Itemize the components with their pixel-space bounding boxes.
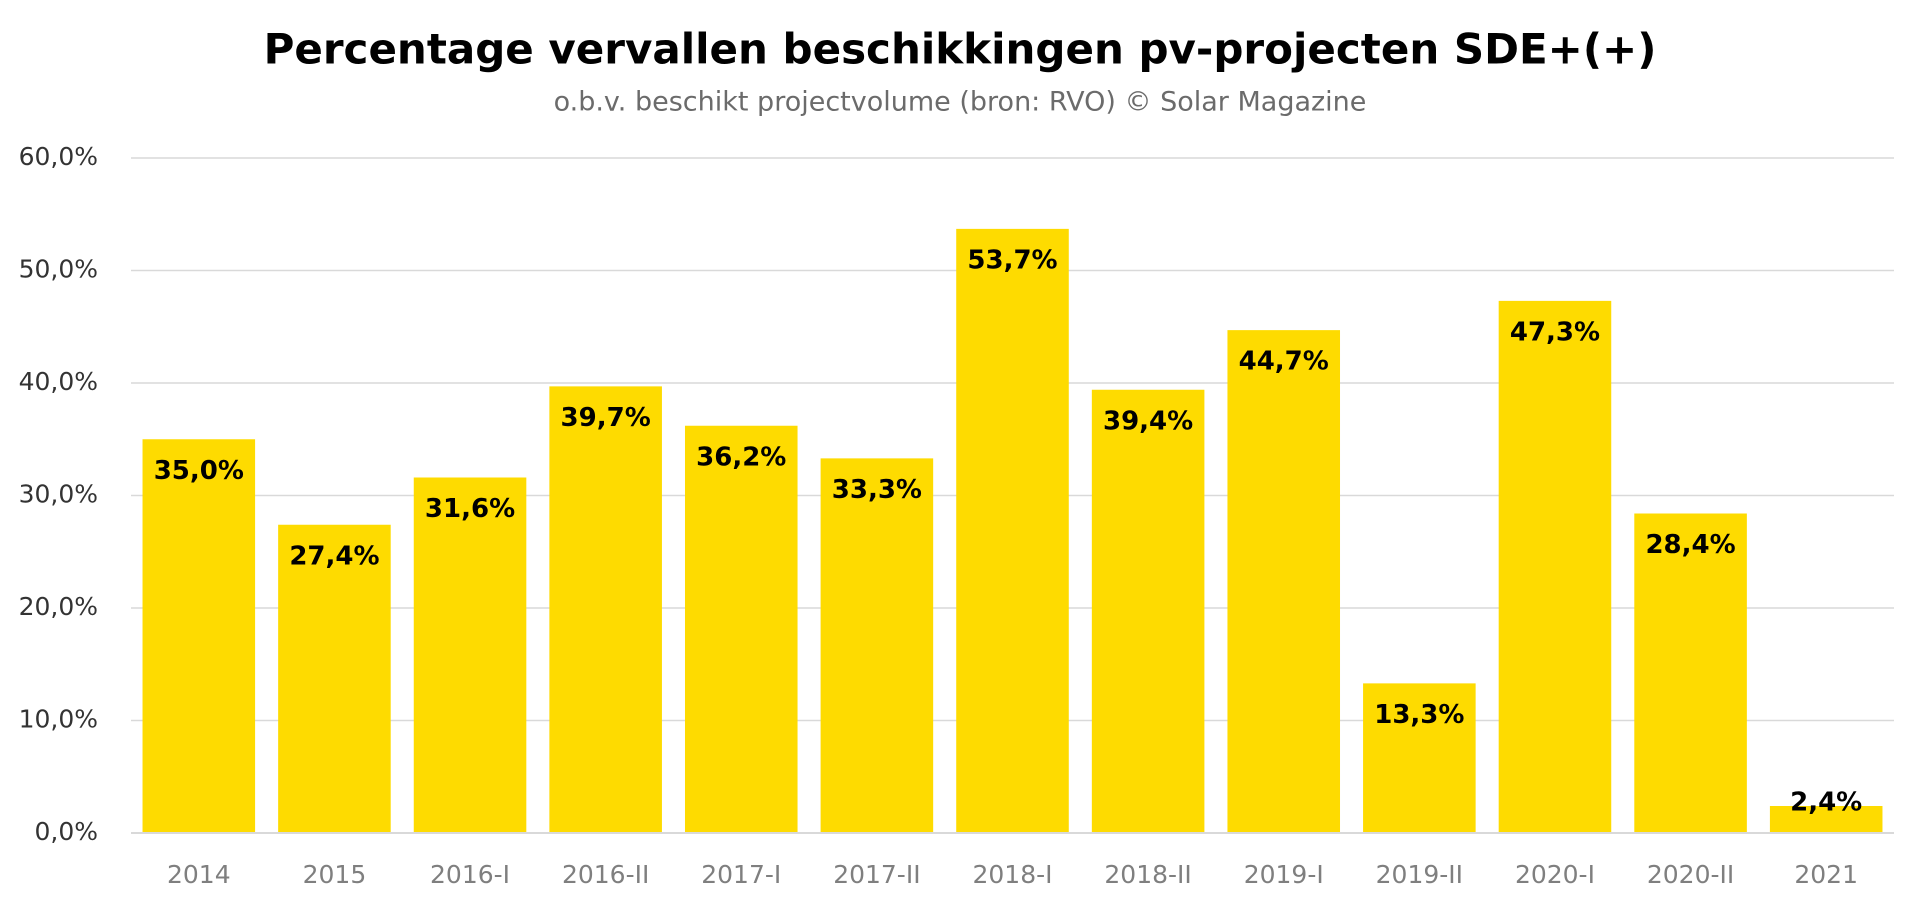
- x-tick-label: 2015: [303, 860, 367, 889]
- x-tick-label: 2019-I: [1244, 860, 1324, 889]
- x-tick-label: 2016-I: [430, 860, 510, 889]
- x-tick-label: 2018-II: [1104, 860, 1191, 889]
- x-tick-label: 2021: [1794, 860, 1858, 889]
- bar: [1634, 513, 1747, 833]
- x-tick-label: 2016-II: [562, 860, 649, 889]
- value-label: 39,7%: [561, 403, 651, 433]
- bar: [142, 439, 256, 833]
- x-tick-label: 2017-I: [701, 860, 781, 889]
- y-tick-label: 40,0%: [19, 367, 98, 396]
- x-tick-label: 2014: [167, 860, 231, 889]
- bar: [1227, 330, 1341, 833]
- x-tick-label: 2020-I: [1515, 860, 1595, 889]
- bar: [1091, 389, 1205, 833]
- value-label: 31,6%: [425, 494, 515, 524]
- bar: [413, 477, 527, 833]
- value-label: 2,4%: [1790, 788, 1862, 818]
- bar: [278, 524, 391, 833]
- x-tick-label: 2019-II: [1376, 860, 1463, 889]
- value-label: 33,3%: [832, 475, 922, 505]
- x-tick-label: 2017-II: [833, 860, 920, 889]
- value-label: 36,2%: [696, 442, 786, 472]
- value-label: 27,4%: [289, 541, 379, 571]
- value-label: 35,0%: [154, 456, 244, 486]
- bar: [1363, 683, 1476, 833]
- y-tick-label: 30,0%: [19, 480, 98, 509]
- y-tick-label: 20,0%: [19, 592, 98, 621]
- value-label: 28,4%: [1645, 530, 1735, 560]
- bar: [1769, 806, 1883, 833]
- value-label: 13,3%: [1374, 700, 1464, 730]
- value-label: 39,4%: [1103, 406, 1193, 436]
- bar: [549, 386, 662, 833]
- x-tick-label: 2020-II: [1647, 860, 1734, 889]
- value-label: 53,7%: [967, 245, 1057, 275]
- y-tick-label: 50,0%: [19, 255, 98, 284]
- bar: [820, 458, 934, 833]
- y-tick-label: 0,0%: [34, 817, 98, 846]
- x-tick-label: 2018-I: [972, 860, 1052, 889]
- y-tick-label: 10,0%: [19, 705, 98, 734]
- bar: [684, 425, 798, 833]
- chart-subtitle: o.b.v. beschikt projectvolume (bron: RVO…: [554, 87, 1367, 118]
- y-tick-label: 60,0%: [19, 142, 98, 171]
- value-label: 44,7%: [1239, 347, 1329, 377]
- bar: [1498, 300, 1612, 833]
- chart-title: Percentage vervallen beschikkingen pv-pr…: [264, 25, 1657, 74]
- bar: [956, 228, 1069, 833]
- value-label: 47,3%: [1510, 317, 1600, 347]
